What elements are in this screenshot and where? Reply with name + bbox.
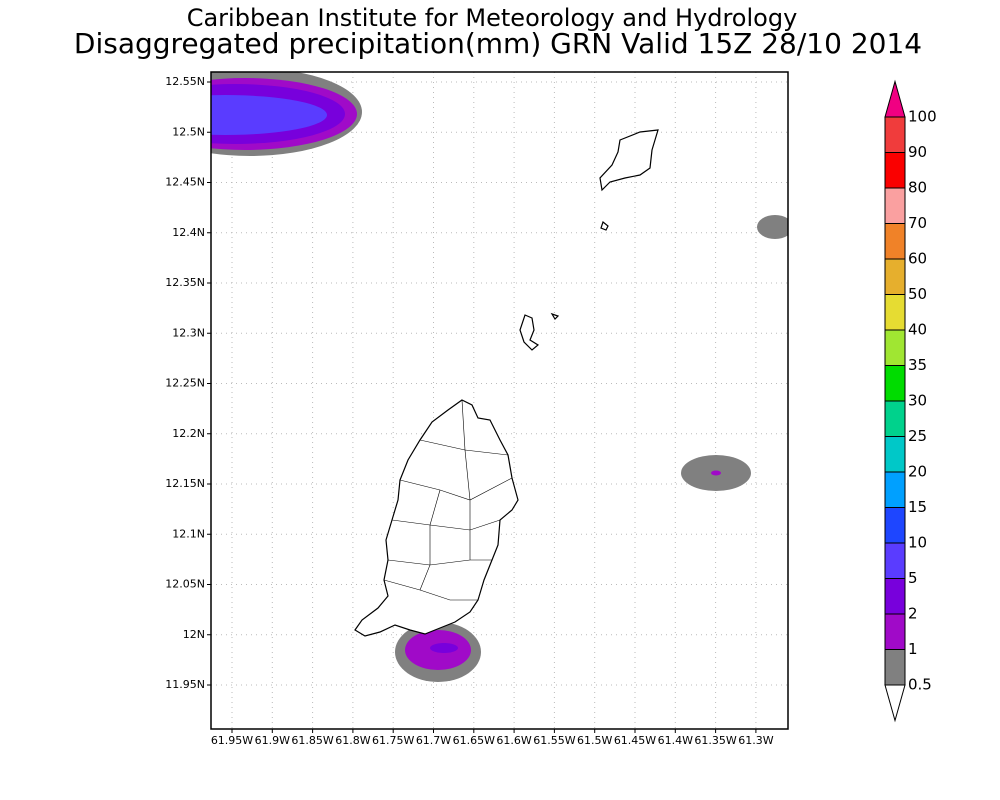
lat-tick-label: 11.95N <box>165 678 205 691</box>
lat-tick-label: 12.3N <box>172 326 205 339</box>
colorbar-label: 1 <box>908 640 918 658</box>
precip-area <box>211 95 327 135</box>
colorbar-triangle <box>884 79 906 118</box>
lat-tick-label: 12.35N <box>165 276 205 289</box>
colorbar-label: 0.5 <box>908 676 932 694</box>
coastlines <box>354 129 659 637</box>
colorbar-box <box>884 365 906 402</box>
colorbar-label: 30 <box>908 392 927 410</box>
colorbar-box <box>884 258 906 295</box>
lon-tick-label: 61.95W <box>211 734 253 747</box>
colorbar-box <box>884 116 906 153</box>
grenada <box>354 399 519 637</box>
colorbar-box <box>884 400 906 437</box>
lat-tick-label: 12.45N <box>165 176 205 189</box>
lon-tick-label: 61.8W <box>335 734 370 747</box>
colorbar-box <box>884 294 906 331</box>
colorbar-box <box>884 578 906 615</box>
lon-tick-label: 61.5W <box>577 734 612 747</box>
plot-frame <box>210 71 789 730</box>
colorbar-label: 25 <box>908 427 927 445</box>
colorbar-label: 70 <box>908 214 927 232</box>
colorbar-box <box>884 223 906 260</box>
carriacou <box>599 129 659 192</box>
colorbar-box <box>884 649 906 686</box>
lat-tick-label: 12.15N <box>165 477 205 490</box>
lon-tick-label: 61.9W <box>255 734 290 747</box>
lat-tick-label: 12.55N <box>165 75 205 88</box>
colorbar-label: 60 <box>908 250 927 268</box>
colorbar-box <box>884 329 906 366</box>
lon-tick-label: 61.65W <box>453 734 495 747</box>
colorbar-label: 100 <box>908 108 937 126</box>
colorbar-label: 10 <box>908 534 927 552</box>
lat-tick-label: 12.4N <box>172 226 205 239</box>
lon-tick-label: 61.85W <box>291 734 333 747</box>
subtitle: Disaggregated precipitation(mm) GRN Vali… <box>74 27 922 60</box>
lon-tick-label: 61.6W <box>496 734 531 747</box>
lat-tick-label: 12N <box>183 628 205 641</box>
small-island <box>600 220 609 231</box>
colorbar-box <box>884 507 906 544</box>
lon-tick-label: 61.4W <box>658 734 693 747</box>
lon-tick-label: 61.75W <box>372 734 414 747</box>
colorbar-box <box>884 436 906 473</box>
colorbar-box <box>884 613 906 650</box>
precip-area <box>430 643 458 653</box>
colorbar-label: 20 <box>908 463 927 481</box>
colorbar-label: 90 <box>908 143 927 161</box>
parish-borders <box>383 399 513 601</box>
colorbar-label: 80 <box>908 179 927 197</box>
lat-tick-label: 12.05N <box>165 578 205 591</box>
lon-tick-label: 61.3W <box>738 734 773 747</box>
lat-tick-label: 12.25N <box>165 377 205 390</box>
precip-area <box>711 470 721 476</box>
lon-tick-label: 61.55W <box>533 734 575 747</box>
colorbar-box <box>884 152 906 189</box>
precipitation <box>211 72 788 682</box>
lat-tick-label: 12.5N <box>172 125 205 138</box>
colorbar-label: 35 <box>908 356 927 374</box>
colorbar-box <box>884 471 906 508</box>
lon-tick-label: 61.45W <box>614 734 656 747</box>
small-island <box>550 312 560 320</box>
colorbar-label: 40 <box>908 321 927 339</box>
colorbar-box <box>884 542 906 579</box>
lon-tick-label: 61.7W <box>416 734 451 747</box>
colorbar-label: 5 <box>908 569 918 587</box>
colorbar-box <box>884 187 906 224</box>
precip-area <box>757 215 788 239</box>
colorbar-label: 15 <box>908 498 927 516</box>
colorbar-label: 50 <box>908 285 927 303</box>
colorbar-triangle <box>884 684 906 723</box>
small-island <box>519 314 540 351</box>
lon-tick-label: 61.35W <box>694 734 736 747</box>
lat-tick-label: 12.1N <box>172 527 205 540</box>
lat-tick-label: 12.2N <box>172 427 205 440</box>
colorbar-label: 2 <box>908 605 918 623</box>
title: Caribbean Institute for Meteorology and … <box>187 4 798 32</box>
grid: 12.55N 12.5N 12.45N 12.4N 12.35N 12.3N 12.25N 1… <box>165 72 788 747</box>
